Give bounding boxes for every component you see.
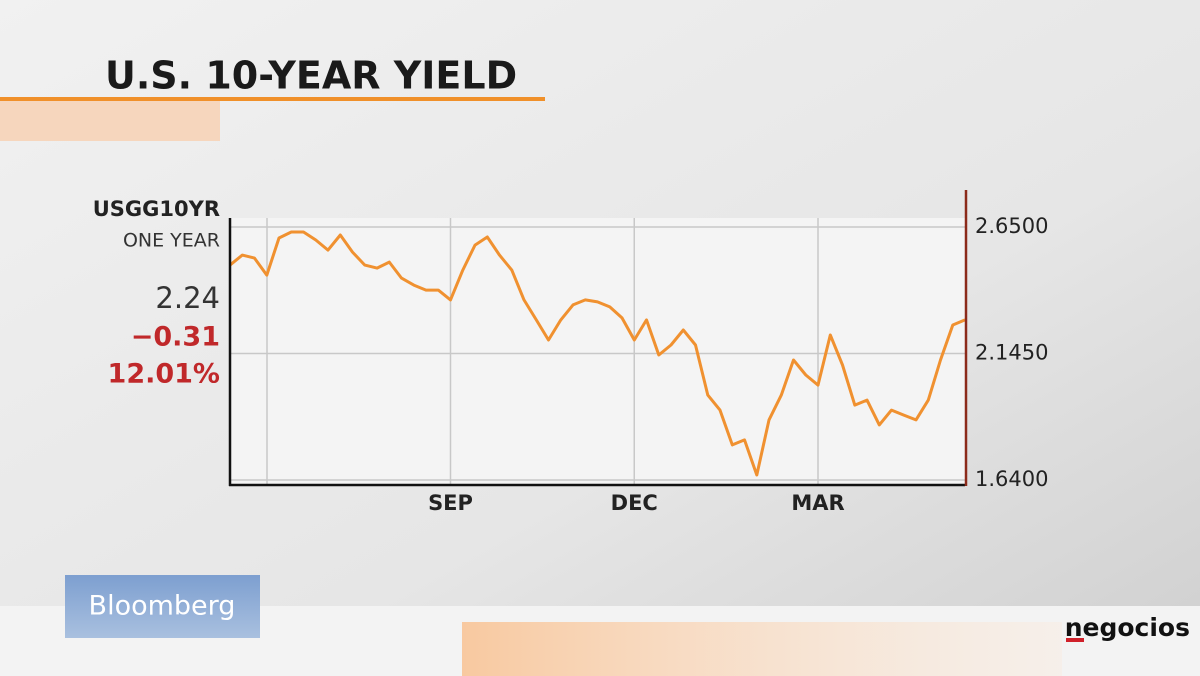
broadcaster-box xyxy=(65,575,260,638)
x-tick-label: MAR xyxy=(791,491,844,515)
last-value: 2.24 xyxy=(155,281,220,315)
y-tick-label: 2.1450 xyxy=(975,341,1048,365)
x-tick-label: SEP xyxy=(428,491,473,515)
publisher-logo: negocios xyxy=(1065,613,1190,642)
plot-area xyxy=(230,218,965,485)
change-percent: 12.01% xyxy=(108,359,220,390)
line xyxy=(229,230,966,477)
title-underline xyxy=(0,97,545,101)
bottom-accent xyxy=(462,622,1062,676)
broadcaster-logo: Bloomberg xyxy=(89,591,236,622)
period: ONE YEAR xyxy=(123,230,220,252)
y-tick-label: 1.6400 xyxy=(975,467,1048,491)
title-hatch xyxy=(0,101,220,141)
ticker: USGG10YR xyxy=(93,197,220,221)
change: −0.31 xyxy=(131,322,220,353)
logo-accent xyxy=(1066,638,1084,642)
chart-title: U.S. 10-YEAR YIELD xyxy=(105,54,517,98)
y-tick-label: 2.6500 xyxy=(975,214,1048,238)
x-tick-label: DEC xyxy=(611,491,658,515)
